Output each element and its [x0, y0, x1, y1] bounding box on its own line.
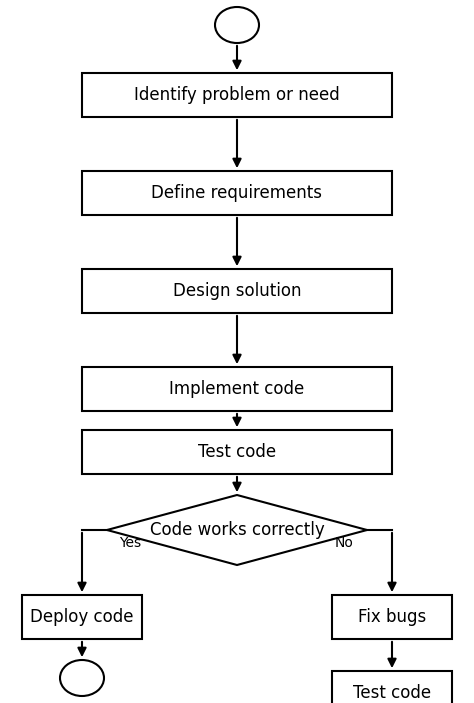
FancyBboxPatch shape	[82, 73, 392, 117]
FancyBboxPatch shape	[82, 171, 392, 215]
Text: Deploy code: Deploy code	[30, 608, 134, 626]
FancyBboxPatch shape	[82, 430, 392, 474]
Text: Identify problem or need: Identify problem or need	[134, 86, 340, 104]
FancyBboxPatch shape	[332, 595, 452, 639]
Text: Code works correctly: Code works correctly	[150, 521, 324, 539]
Text: No: No	[335, 536, 354, 550]
Text: Design solution: Design solution	[173, 282, 301, 300]
Text: Define requirements: Define requirements	[152, 184, 322, 202]
FancyBboxPatch shape	[82, 367, 392, 411]
FancyBboxPatch shape	[22, 595, 142, 639]
FancyBboxPatch shape	[82, 269, 392, 313]
Text: Test code: Test code	[353, 684, 431, 702]
Text: Yes: Yes	[119, 536, 141, 550]
Polygon shape	[107, 495, 367, 565]
Text: Implement code: Implement code	[169, 380, 305, 398]
Text: Test code: Test code	[198, 443, 276, 461]
Ellipse shape	[215, 7, 259, 43]
FancyBboxPatch shape	[332, 671, 452, 703]
Ellipse shape	[60, 660, 104, 696]
Text: Fix bugs: Fix bugs	[358, 608, 426, 626]
